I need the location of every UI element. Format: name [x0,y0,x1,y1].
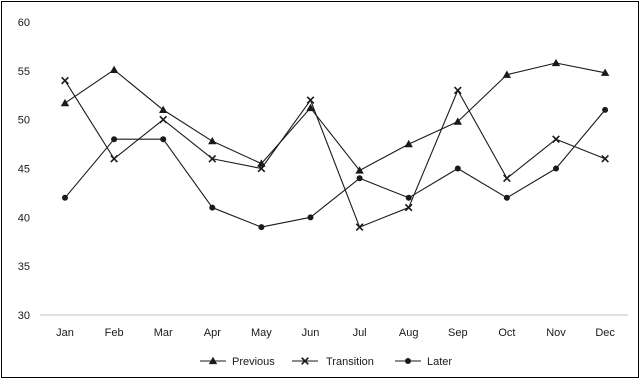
data-point-later [405,194,412,201]
data-point-transition [159,115,168,124]
data-point-transition-stroke [61,76,69,85]
data-point-later [62,194,68,201]
data-point-later [503,194,510,201]
legend-item-later: Later [395,356,452,368]
legend-marker [301,357,309,365]
data-point-later [602,106,609,113]
data-point-previous [159,105,168,114]
x-tick-label: Apr [204,327,221,339]
data-point-later [356,175,363,182]
x-tick-label: Oct [498,327,515,339]
data-point-transition-stroke [453,86,462,95]
data-point-transition-stroke [404,203,413,212]
x-tick-label: Aug [399,327,419,339]
x-tick-label: Jul [353,327,367,339]
data-point-later [553,165,559,172]
data-point-previous [502,70,512,78]
x-tick-label: Mar [154,327,173,339]
data-point-transition [306,96,315,104]
data-point-transition-stroke [110,154,118,163]
x-tick-label: Dec [595,327,615,339]
series-later [62,106,609,231]
x-tick-label: Jun [302,327,320,339]
y-tick-label: 60 [18,17,30,29]
data-point-transition-stroke [355,223,364,231]
data-point-transition-stroke [306,96,315,104]
data-point-transition [110,154,118,163]
data-point-later [111,136,118,143]
data-point-transition [453,86,462,95]
legend-item-transition: Transition [292,356,374,368]
legend-item-previous: Previous [200,356,275,368]
data-point-transition [404,203,413,212]
series-line-previous [64,62,606,172]
axis-layer: 30 35 40 45 50 55 60 Jan Feb Mar Apr May Jun Jul Aug Se… [18,17,628,339]
data-point-transition-stroke [552,135,560,144]
legend-marker [208,356,218,365]
data-point-previous [404,139,413,148]
data-point-later [209,204,216,211]
y-tick-label: 30 [18,310,30,322]
legend-label: Later [427,356,452,368]
data-point-previous [355,166,364,174]
legend-label: Previous [232,356,275,368]
data-point-transition-stroke [208,154,217,163]
data-point-transition-stroke [159,115,168,124]
legend: Previous Transition Later [200,356,452,368]
data-point-previous [208,136,217,145]
x-tick-label: Feb [105,327,124,339]
series-line-transition [64,80,606,228]
series-transition [61,76,609,231]
data-point-previous [306,103,315,112]
legend-label: Transition [326,356,374,368]
legend-marker-stroke [301,357,309,365]
series-previous [60,58,610,174]
data-point-previous [551,58,561,67]
data-point-transition [552,135,560,144]
legend-marker [405,358,411,364]
data-point-later [160,136,167,143]
y-tick-label: 35 [18,261,30,273]
data-point-previous [453,117,462,125]
series-line-later [64,109,606,228]
data-point-previous [60,98,70,107]
series-layer [60,58,610,231]
y-tick-label: 55 [18,66,30,78]
data-point-transition-stroke [257,164,266,173]
x-tick-label: Jan [56,327,74,339]
data-point-transition [257,164,266,173]
data-point-previous [600,68,610,76]
y-tick-label: 40 [18,212,30,224]
data-point-transition [503,174,511,183]
data-point-transition [61,76,69,85]
y-tick-label: 50 [18,115,30,127]
data-point-previous [109,65,119,74]
data-point-transition [601,154,609,163]
x-tick-label: Sep [448,327,468,339]
y-tick-label: 45 [18,164,30,176]
data-point-transition-stroke [601,154,609,163]
x-tick-label: May [251,327,272,339]
data-point-later [258,224,265,231]
data-point-transition [208,154,217,163]
x-tick-label: Nov [546,327,566,339]
data-point-later [454,165,461,172]
data-point-transition-stroke [503,174,511,183]
data-point-transition [355,223,364,231]
data-point-later [307,214,314,221]
